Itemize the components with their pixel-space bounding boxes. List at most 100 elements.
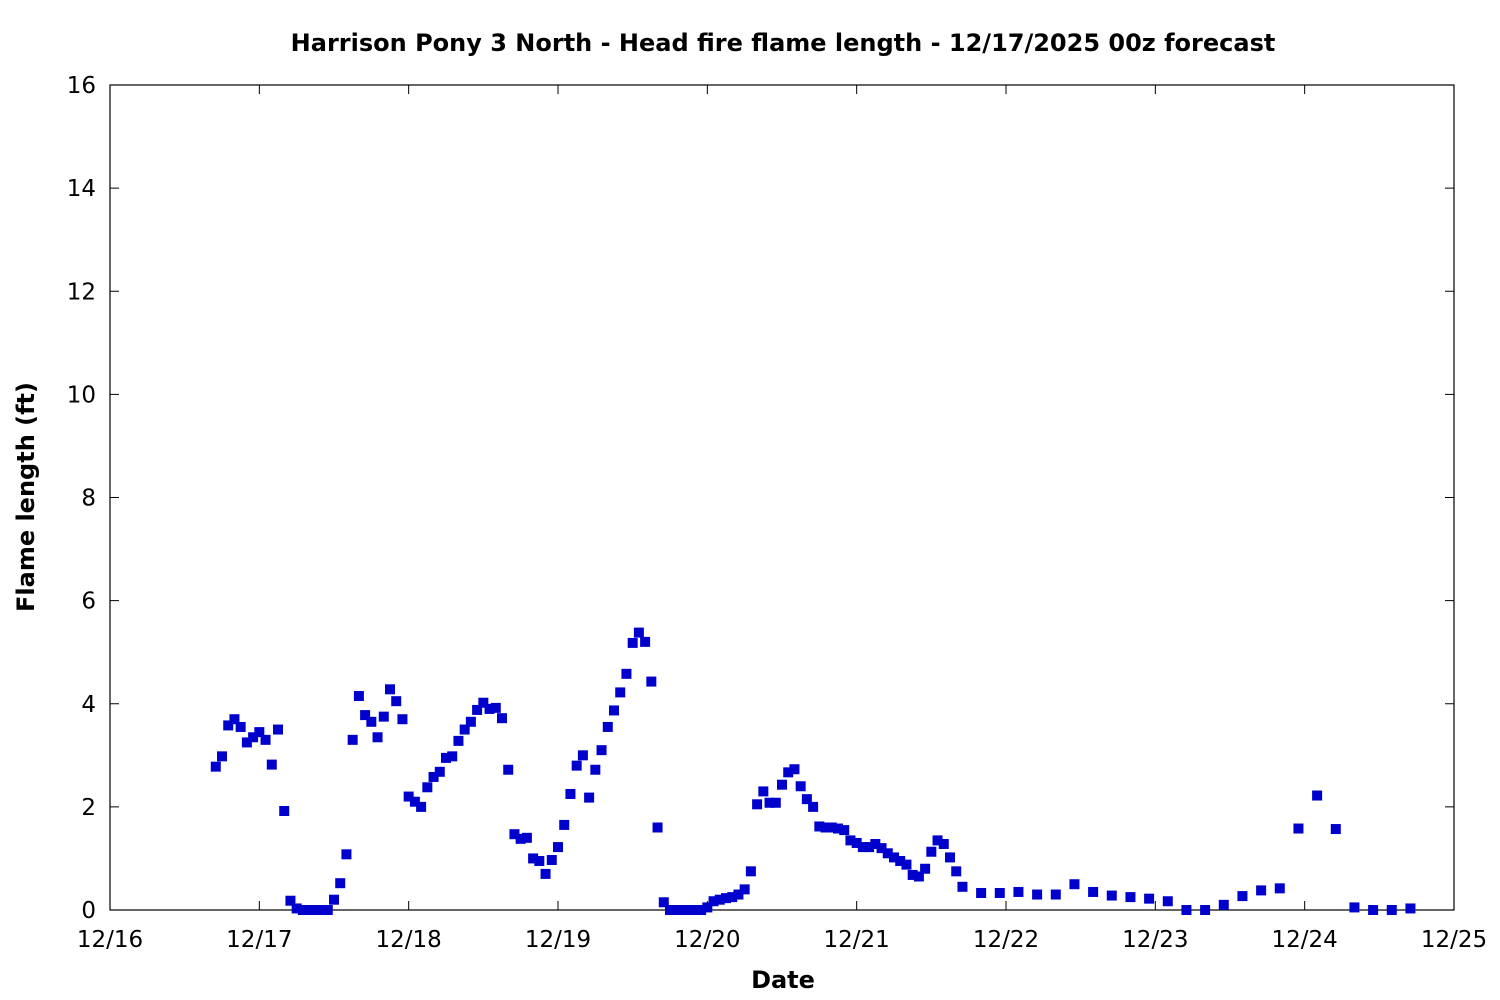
- data-point: [602, 721, 613, 732]
- data-point: [241, 737, 252, 748]
- y-tick-label: 2: [81, 795, 96, 821]
- x-tick-label: 12/21: [824, 927, 890, 953]
- data-point: [316, 905, 327, 915]
- data-point: [795, 781, 806, 792]
- y-tick-label: 8: [81, 486, 96, 512]
- data-point: [285, 895, 296, 906]
- data-point: [851, 837, 862, 848]
- data-point: [353, 691, 364, 702]
- x-tick-label: 12/22: [973, 927, 1039, 953]
- data-point: [428, 771, 439, 782]
- data-point: [565, 788, 576, 799]
- data-point: [801, 794, 812, 805]
- data-point: [889, 852, 899, 863]
- y-tick-label: 6: [81, 589, 96, 615]
- data-point: [1181, 905, 1192, 915]
- data-point: [714, 894, 725, 905]
- data-point: [235, 721, 246, 732]
- data-point: [304, 905, 315, 915]
- data-point: [745, 866, 756, 877]
- data-point: [484, 703, 495, 714]
- data-point: [789, 764, 800, 775]
- data-point: [1050, 889, 1061, 900]
- data-point: [777, 779, 787, 790]
- data-point: [503, 764, 514, 775]
- data-point: [521, 832, 532, 843]
- data-point: [478, 697, 489, 708]
- data-point: [907, 869, 918, 880]
- data-point: [839, 825, 850, 836]
- y-axis: 0 2 4 6 8 10 12 14 16: [67, 73, 1454, 924]
- data-point: [951, 866, 962, 877]
- data-point: [372, 732, 383, 743]
- data-point: [223, 720, 234, 731]
- x-tick-label: 12/23: [1122, 927, 1188, 953]
- data-point: [913, 871, 924, 882]
- data-point: [534, 856, 545, 867]
- x-axis-label: Date: [751, 966, 815, 994]
- x-tick-label: 12/18: [376, 927, 442, 953]
- data-point: [497, 713, 507, 724]
- x-tick-label: 12/20: [674, 927, 740, 953]
- data-point: [403, 791, 414, 802]
- x-tick-label: 12/25: [1421, 927, 1487, 953]
- data-point: [733, 889, 744, 900]
- data-point: [621, 668, 632, 679]
- data-point: [1125, 892, 1136, 903]
- data-point: [559, 819, 570, 830]
- data-point: [322, 905, 333, 915]
- data-point: [1368, 905, 1379, 915]
- data-point: [652, 822, 663, 833]
- data-point: [1256, 885, 1267, 896]
- data-point: [1106, 890, 1117, 901]
- data-point: [1349, 902, 1360, 913]
- data-point: [945, 852, 955, 863]
- data-point: [571, 760, 582, 771]
- y-tick-label: 0: [81, 898, 96, 924]
- data-point: [1312, 790, 1323, 801]
- data-point: [546, 854, 557, 865]
- data-point: [459, 724, 470, 735]
- data-point: [577, 750, 588, 761]
- data-point: [1200, 905, 1211, 915]
- data-point: [391, 696, 402, 707]
- data-point: [1274, 883, 1285, 894]
- data-point: [1069, 879, 1080, 890]
- data-point: [926, 846, 937, 857]
- data-point: [882, 848, 893, 859]
- data-point: [1013, 886, 1024, 897]
- data-point: [229, 714, 240, 725]
- data-point: [509, 829, 520, 840]
- y-tick-label: 14: [67, 176, 96, 202]
- data-point: [938, 839, 949, 849]
- data-point: [646, 676, 657, 687]
- data-point: [1293, 823, 1304, 834]
- data-point: [1162, 896, 1173, 907]
- data-point: [297, 905, 308, 915]
- x-tick-label: 12/17: [226, 927, 292, 953]
- data-point: [1218, 899, 1229, 910]
- data-point: [640, 636, 651, 647]
- data-point: [335, 878, 346, 889]
- data-point: [752, 799, 763, 810]
- data-point: [920, 863, 931, 874]
- data-point: [976, 887, 987, 898]
- data-point: [347, 734, 358, 745]
- data-point: [708, 896, 719, 907]
- data-point: [260, 734, 271, 745]
- y-axis-label: Flame length (ft): [12, 382, 40, 612]
- data-point: [671, 905, 682, 915]
- data-point: [590, 764, 601, 775]
- data-point: [596, 745, 607, 756]
- data-point: [677, 905, 688, 915]
- chart-title: Harrison Pony 3 North - Head fire flame …: [291, 29, 1276, 57]
- y-tick-label: 16: [67, 73, 96, 99]
- data-point: [434, 766, 445, 777]
- data-point: [416, 801, 427, 812]
- data-point: [845, 835, 856, 846]
- data-point: [658, 897, 669, 908]
- data-point: [397, 714, 408, 725]
- x-tick-label: 12/16: [77, 927, 143, 953]
- data-point: [1386, 905, 1397, 915]
- data-point: [279, 806, 290, 816]
